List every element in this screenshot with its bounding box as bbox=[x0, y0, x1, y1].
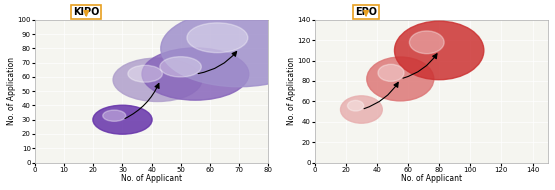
Circle shape bbox=[341, 96, 382, 123]
Circle shape bbox=[161, 10, 317, 87]
Circle shape bbox=[103, 110, 126, 121]
Text: KIPO: KIPO bbox=[73, 7, 99, 17]
Circle shape bbox=[410, 31, 444, 54]
Circle shape bbox=[367, 57, 434, 101]
Circle shape bbox=[378, 64, 404, 81]
Circle shape bbox=[187, 23, 248, 53]
X-axis label: No. of Applicant: No. of Applicant bbox=[121, 174, 182, 183]
Circle shape bbox=[113, 58, 202, 101]
Circle shape bbox=[395, 21, 484, 80]
Circle shape bbox=[142, 48, 249, 100]
Y-axis label: No. of Application: No. of Application bbox=[287, 57, 296, 125]
Y-axis label: No. of Application: No. of Application bbox=[7, 57, 16, 125]
X-axis label: No. of Applicant: No. of Applicant bbox=[401, 174, 462, 183]
Circle shape bbox=[128, 65, 163, 82]
Circle shape bbox=[93, 105, 152, 134]
Text: EPO: EPO bbox=[355, 7, 377, 17]
Circle shape bbox=[347, 100, 364, 111]
Circle shape bbox=[160, 57, 201, 77]
